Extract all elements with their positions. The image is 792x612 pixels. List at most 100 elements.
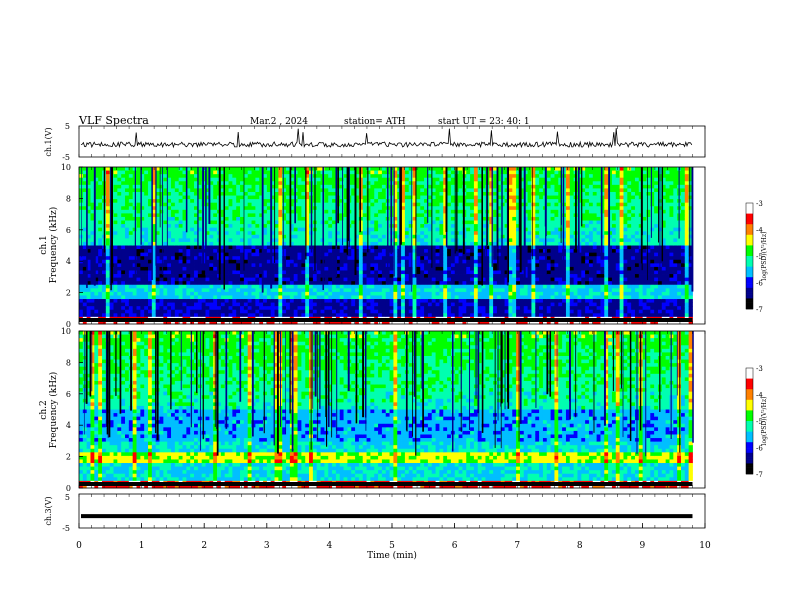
- spectrogram-cell: [347, 263, 352, 268]
- spectrogram-cell: [412, 284, 417, 289]
- spectrogram-cell: [205, 281, 210, 286]
- spectrogram-cell: [159, 199, 164, 204]
- spectrogram-cell: [224, 281, 229, 286]
- spectrogram-cell: [148, 184, 153, 189]
- spectrogram-cell: [178, 306, 183, 311]
- spectrogram-cell: [174, 270, 180, 275]
- spectrogram-cell: [420, 302, 425, 307]
- spectrogram-cell: [435, 302, 440, 307]
- spectrogram-cell: [263, 309, 268, 314]
- spectrogram-cell: [171, 174, 176, 179]
- spectrogram-cell: [450, 288, 456, 293]
- spectrogram-cell: [289, 216, 295, 221]
- spectrogram-cell: [259, 234, 264, 239]
- spectrogram-cell: [305, 195, 310, 200]
- spectrogram-cell: [343, 234, 348, 239]
- spectrogram-cell: [466, 199, 471, 204]
- spectrogram-cell: [197, 231, 203, 236]
- spectrogram-cell: [151, 309, 157, 314]
- spectrogram-cell: [94, 241, 99, 246]
- spectrogram-cell: [351, 320, 356, 325]
- spectrogram-cell: [297, 245, 302, 250]
- spectrogram-cell: [401, 245, 406, 250]
- spectrogram-cell: [159, 284, 164, 289]
- spectrogram-cell: [370, 238, 375, 243]
- spectrogram-cell: [190, 177, 195, 182]
- spectrogram-cell: [282, 299, 287, 303]
- spectrogram-cell: [128, 291, 134, 296]
- spectrogram-cell: [431, 263, 436, 268]
- spectrogram-cell: [385, 284, 390, 289]
- spectrogram-cell: [332, 184, 337, 189]
- spectrogram-cell: [148, 277, 153, 282]
- spectrogram-cell: [289, 241, 295, 246]
- spectrogram-cell: [121, 245, 126, 250]
- spectrogram-cell: [255, 188, 260, 193]
- spectrogram-cell: [136, 202, 141, 207]
- spectrogram-cell: [205, 302, 210, 307]
- spectrogram-cell: [404, 167, 410, 171]
- spectrogram-cell: [508, 306, 513, 311]
- spectrogram-cell: [435, 291, 440, 296]
- spectrogram-cell: [205, 216, 210, 221]
- spectrogram-cell: [266, 249, 272, 254]
- spectrogram-cell: [155, 241, 160, 246]
- spectrogram-cell: [213, 241, 218, 246]
- spectrogram-cell: [86, 291, 91, 296]
- spectrogram-cell: [278, 309, 283, 314]
- spectrogram-cell: [171, 209, 176, 214]
- spectrogram-cell: [431, 288, 436, 293]
- spectrogram-cell: [312, 309, 318, 314]
- spectrogram-cell: [427, 252, 433, 257]
- spectrogram-cell: [404, 199, 410, 204]
- spectrogram-cell: [274, 206, 279, 211]
- spectrogram-cell: [86, 227, 91, 232]
- spectrogram-cell: [355, 167, 360, 171]
- spectrogram-cell: [282, 241, 287, 246]
- spectrogram-cell: [286, 184, 291, 189]
- spectrogram-cell: [401, 177, 406, 182]
- spectrogram-cell: [247, 209, 252, 214]
- spectrogram-cell: [171, 266, 176, 271]
- spectrogram-cell: [477, 195, 482, 200]
- spectrogram-cell: [171, 245, 176, 250]
- spectrogram-cell: [117, 288, 122, 293]
- spectrogram-cell: [439, 184, 444, 189]
- spectrogram-cell: [393, 199, 398, 204]
- spectrogram-cell: [404, 309, 410, 314]
- spectrogram-cell: [297, 167, 302, 171]
- spectrogram-cell: [316, 259, 321, 264]
- spectrogram-cell: [301, 263, 306, 268]
- spectrogram-cell: [274, 213, 279, 218]
- spectrogram-cell: [113, 306, 118, 311]
- spectrogram-cell: [224, 291, 229, 296]
- spectrogram-cell: [293, 263, 298, 268]
- spectrogram-cell: [301, 295, 306, 300]
- spectrogram-cell: [220, 167, 226, 171]
- spectrogram-cell: [293, 274, 298, 279]
- spectrogram-cell: [473, 256, 479, 261]
- spectrogram-cell: [90, 167, 95, 171]
- spectrogram-cell: [117, 313, 122, 318]
- spectrogram-cell: [136, 284, 141, 289]
- spectrogram-cell: [404, 177, 410, 182]
- spectrogram-cell: [447, 234, 452, 239]
- spectrogram-cell: [251, 206, 256, 211]
- spectrogram-cell: [224, 213, 229, 218]
- spectrogram-cell: [113, 263, 118, 268]
- spectrogram-cell: [255, 299, 260, 303]
- spectrogram-cell: [496, 284, 502, 289]
- spectrogram-cell: [500, 299, 505, 303]
- spectrogram-cell: [278, 245, 283, 250]
- spectrogram-cell: [270, 238, 275, 243]
- spectrogram-cell: [500, 288, 505, 293]
- spectrogram-cell: [401, 191, 406, 196]
- spectrogram-cell: [205, 306, 210, 311]
- spectrogram-cell: [289, 274, 295, 279]
- spectrogram-cell: [416, 281, 421, 286]
- spectrogram-cell: [224, 284, 229, 289]
- spectrogram-cell: [174, 199, 180, 204]
- spectrogram-cell: [243, 177, 249, 182]
- spectrogram-cell: [389, 284, 394, 289]
- spectrogram-cell: [355, 281, 360, 286]
